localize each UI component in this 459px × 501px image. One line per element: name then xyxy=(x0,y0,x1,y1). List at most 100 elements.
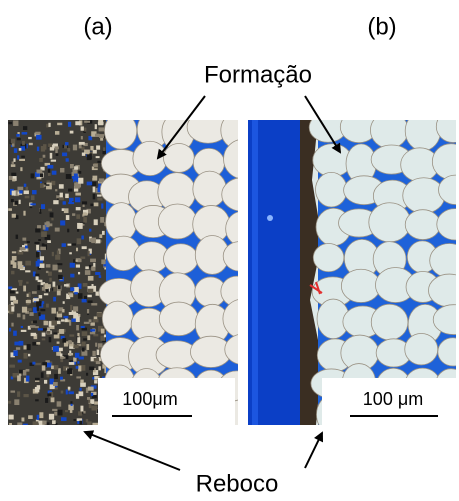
texture xyxy=(33,320,37,323)
texture xyxy=(12,143,15,146)
texture xyxy=(66,389,68,394)
texture xyxy=(61,319,64,321)
texture xyxy=(18,280,23,282)
texture xyxy=(59,184,64,188)
texture xyxy=(91,267,95,271)
texture xyxy=(371,304,408,340)
texture xyxy=(60,168,64,173)
texture xyxy=(44,293,48,295)
texture xyxy=(77,361,79,363)
texture xyxy=(99,134,104,138)
texture xyxy=(45,398,48,403)
texture xyxy=(101,203,103,208)
texture xyxy=(42,338,46,340)
texture xyxy=(39,209,41,214)
texture xyxy=(88,251,90,256)
texture xyxy=(14,399,19,405)
texture xyxy=(17,391,20,397)
texture xyxy=(80,383,86,387)
texture xyxy=(84,121,90,123)
texture xyxy=(96,361,101,364)
texture xyxy=(85,266,89,269)
texture xyxy=(8,122,12,124)
texture xyxy=(75,193,81,196)
texture xyxy=(65,318,68,322)
texture xyxy=(54,374,58,379)
texture xyxy=(46,271,48,273)
texture xyxy=(39,295,43,298)
texture xyxy=(46,186,52,190)
texture xyxy=(41,146,45,152)
texture xyxy=(103,147,105,151)
texture xyxy=(11,164,16,167)
texture xyxy=(40,173,43,177)
texture xyxy=(65,142,69,145)
texture xyxy=(23,345,26,349)
texture xyxy=(57,342,60,344)
texture xyxy=(62,243,66,247)
texture xyxy=(73,174,77,177)
texture xyxy=(14,342,19,346)
texture xyxy=(341,269,380,302)
texture xyxy=(47,240,51,243)
texture xyxy=(35,228,40,232)
texture xyxy=(95,124,97,129)
texture xyxy=(40,256,44,260)
texture xyxy=(53,346,59,352)
texture xyxy=(158,204,196,239)
texture xyxy=(90,204,93,206)
texture xyxy=(94,376,98,380)
texture xyxy=(42,333,46,337)
texture xyxy=(50,153,52,159)
texture xyxy=(101,329,105,334)
texture xyxy=(46,371,51,374)
texture xyxy=(71,404,73,406)
texture xyxy=(68,387,70,389)
texture xyxy=(55,387,58,389)
texture xyxy=(81,136,83,139)
arrow xyxy=(305,433,322,468)
texture xyxy=(47,180,50,182)
texture xyxy=(42,365,46,370)
texture xyxy=(39,263,44,267)
texture xyxy=(369,203,411,242)
texture xyxy=(23,353,27,359)
texture xyxy=(36,252,40,257)
texture xyxy=(78,171,81,174)
texture xyxy=(101,259,105,264)
texture xyxy=(60,220,65,225)
texture xyxy=(11,199,14,202)
texture xyxy=(77,337,80,343)
texture xyxy=(55,228,60,232)
texture xyxy=(93,194,96,199)
texture xyxy=(49,337,52,342)
texture xyxy=(52,171,57,175)
texture xyxy=(96,145,100,149)
texture xyxy=(69,391,74,394)
texture xyxy=(46,264,51,267)
scale-label: 100 μm xyxy=(363,389,423,409)
texture xyxy=(78,272,80,274)
texture xyxy=(47,165,53,169)
texture xyxy=(38,328,43,330)
texture xyxy=(13,120,18,125)
texture xyxy=(313,244,344,272)
texture xyxy=(96,156,100,158)
texture xyxy=(64,208,69,213)
texture xyxy=(26,282,28,284)
texture xyxy=(11,271,14,275)
texture xyxy=(67,229,69,233)
texture xyxy=(58,275,63,279)
texture xyxy=(41,204,45,209)
texture xyxy=(79,391,84,396)
texture xyxy=(44,321,48,325)
texture xyxy=(53,382,58,386)
texture xyxy=(8,286,12,288)
texture xyxy=(62,153,67,157)
texture xyxy=(70,274,74,278)
texture xyxy=(76,376,81,378)
texture xyxy=(106,203,137,241)
texture xyxy=(89,367,94,371)
texture xyxy=(95,272,100,275)
texture xyxy=(58,270,62,273)
